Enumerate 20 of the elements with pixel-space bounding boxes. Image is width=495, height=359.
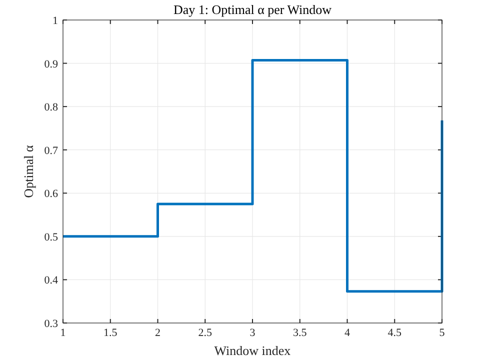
x-tick-label: 1.5 [104, 327, 118, 339]
x-tick-label: 2 [155, 327, 160, 339]
y-tick-label: 0.8 [44, 102, 58, 114]
y-tick-label: 0.4 [44, 274, 58, 287]
x-tick-label: 5 [439, 327, 446, 339]
x-tick-label: 1 [60, 327, 66, 339]
y-tick-label: 0.9 [44, 58, 58, 70]
x-tick-label: 3 [250, 327, 256, 339]
x-axis-title: Window index [214, 343, 292, 358]
y-tick-label: 1 [52, 15, 58, 27]
x-tick-label: 2.5 [198, 327, 212, 339]
y-axis-title: Optimal α [21, 144, 36, 198]
y-tick-label: 0.6 [44, 188, 58, 200]
x-tick-label: 4 [344, 327, 350, 339]
y-tick-label: 0.5 [44, 231, 58, 244]
y-tick-label: 0.7 [44, 144, 58, 157]
x-tick-label: 3.5 [293, 327, 308, 339]
chart-title: Day 1: Optimal α per Window [173, 2, 332, 17]
y-tick-label: 0.3 [44, 318, 58, 330]
x-tick-label: 4.5 [388, 327, 402, 339]
